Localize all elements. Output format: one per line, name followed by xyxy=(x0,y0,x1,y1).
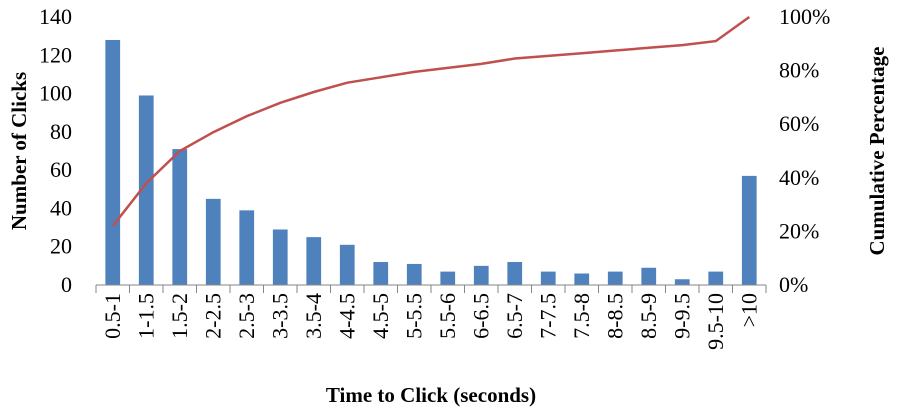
bar xyxy=(473,265,489,285)
left-tick-label: 40 xyxy=(50,195,72,220)
x-tick-label: 9.5-10 xyxy=(703,293,728,350)
x-tick-label: 1-1.5 xyxy=(133,293,158,339)
bar xyxy=(741,175,757,285)
x-tick-label: 0.5-1 xyxy=(100,293,125,339)
x-axis-title: Time to Click (seconds) xyxy=(326,383,536,407)
x-axis-ticks: 0.5-1 1-1.5 1.5-2 2-2.5 2.5-3 3-3.5 3.5-4 4-4.5… xyxy=(95,285,767,350)
x-tick-label: 2.5-3 xyxy=(234,293,259,339)
x-tick-label: 4-4.5 xyxy=(334,293,359,339)
x-tick-label: 7.5-8 xyxy=(569,293,594,339)
left-tick-label: 0 xyxy=(61,272,72,297)
right-tick-label: 0% xyxy=(779,272,808,297)
y2-axis-title: Cumulative Percentage xyxy=(865,47,889,256)
bar xyxy=(138,95,154,285)
bar xyxy=(373,262,389,285)
x-tick-label: 5-5.5 xyxy=(401,293,426,339)
bar xyxy=(172,149,188,285)
bar xyxy=(440,271,456,285)
bar xyxy=(105,39,121,285)
cumulative-percentage-line xyxy=(111,15,751,227)
x-tick-label: 6.5-7 xyxy=(502,293,527,339)
bar xyxy=(272,229,288,285)
left-tick-label: 60 xyxy=(50,157,72,182)
right-tick-label: 60% xyxy=(779,111,819,136)
right-tick-label: 40% xyxy=(779,165,819,190)
bar xyxy=(641,267,657,285)
bar xyxy=(205,198,221,285)
x-tick-label: 3.5-4 xyxy=(301,293,326,339)
x-tick-label: 8.5-9 xyxy=(636,293,661,339)
x-tick-label: 6-6.5 xyxy=(468,293,493,339)
x-tick-label: 3-3.5 xyxy=(267,293,292,339)
left-tick-label: 80 xyxy=(50,119,72,144)
x-tick-label: 5.5-6 xyxy=(435,293,460,339)
left-tick-label: 120 xyxy=(39,42,72,67)
left-tick-label: 100 xyxy=(39,81,72,106)
bar xyxy=(674,279,690,285)
bar xyxy=(306,237,322,285)
bar xyxy=(406,263,422,285)
bar-series xyxy=(105,39,757,285)
bar xyxy=(507,262,523,285)
bar xyxy=(239,210,255,285)
right-axis-ticks: 0% 20% 40% 60% 80% 100% xyxy=(779,4,830,297)
right-tick-label: 100% xyxy=(779,4,830,29)
x-tick-label: 4.5-5 xyxy=(368,293,393,339)
right-tick-label: 80% xyxy=(779,58,819,83)
x-tick-label: 8-8.5 xyxy=(602,293,627,339)
left-tick-label: 140 xyxy=(39,4,72,29)
left-tick-label: 20 xyxy=(50,234,72,259)
x-tick-label: 1.5-2 xyxy=(167,293,192,339)
left-axis-ticks: 0 20 40 60 80 100 120 140 xyxy=(39,4,72,297)
bar xyxy=(339,244,355,285)
x-tick-label: 2-2.5 xyxy=(200,293,225,339)
bar xyxy=(540,271,556,285)
bar xyxy=(574,273,590,285)
x-tick-label: 9-9.5 xyxy=(669,293,694,339)
right-tick-label: 20% xyxy=(779,218,819,243)
bar xyxy=(708,271,724,285)
x-tick-label: 7-7.5 xyxy=(535,293,560,339)
bar xyxy=(607,271,623,285)
x-tick-label: >10 xyxy=(736,293,761,327)
y-axis-title: Number of Clicks xyxy=(7,72,31,230)
